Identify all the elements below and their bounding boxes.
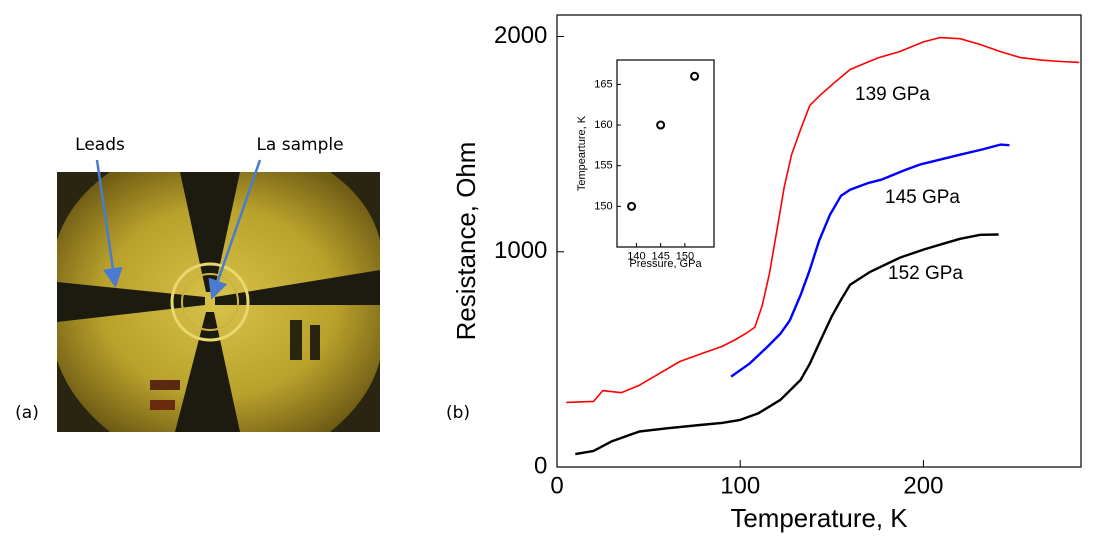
- x-axis-label: Pressure, GPa: [629, 258, 702, 270]
- annotation: La sample: [256, 135, 343, 155]
- x-tick-label: 0: [550, 473, 563, 500]
- series-label: 139 GPa: [855, 84, 930, 105]
- series-label: 152 GPa: [888, 263, 963, 284]
- y-axis-label: Resistance, Ohm: [453, 142, 481, 341]
- y-tick-label: 1000: [494, 237, 547, 264]
- y-tick-label: 165: [594, 78, 612, 90]
- series-label: 145 GPa: [885, 187, 960, 208]
- plot-frame: [556, 14, 1082, 468]
- y-tick-label: 160: [594, 119, 612, 131]
- panel-label: (a): [15, 403, 39, 423]
- x-axis-label: Temperature, K: [730, 505, 907, 533]
- y-tick-label: 2000: [494, 22, 547, 49]
- y-tick-label: 0: [534, 452, 547, 479]
- x-tick-label: 200: [903, 473, 943, 500]
- y-tick-label: 155: [594, 160, 612, 172]
- data-point: [690, 71, 700, 81]
- data-line: [575, 233, 999, 456]
- data-line: [566, 36, 1080, 404]
- panel-label: (b): [446, 403, 470, 423]
- x-tick-label: 140: [627, 250, 645, 262]
- y-axis-label: Tempearture, K: [576, 115, 588, 191]
- data-point: [656, 120, 666, 130]
- x-tick-label: 145: [651, 250, 669, 262]
- y-tick-label: 150: [594, 200, 612, 212]
- data-line: [730, 143, 1010, 378]
- x-tick-label: 150: [676, 250, 694, 262]
- photo: [57, 159, 380, 432]
- data-point: [627, 201, 637, 211]
- x-tick-label: 100: [720, 473, 760, 500]
- annotation: Leads: [75, 135, 125, 155]
- plot-frame: [616, 59, 715, 248]
